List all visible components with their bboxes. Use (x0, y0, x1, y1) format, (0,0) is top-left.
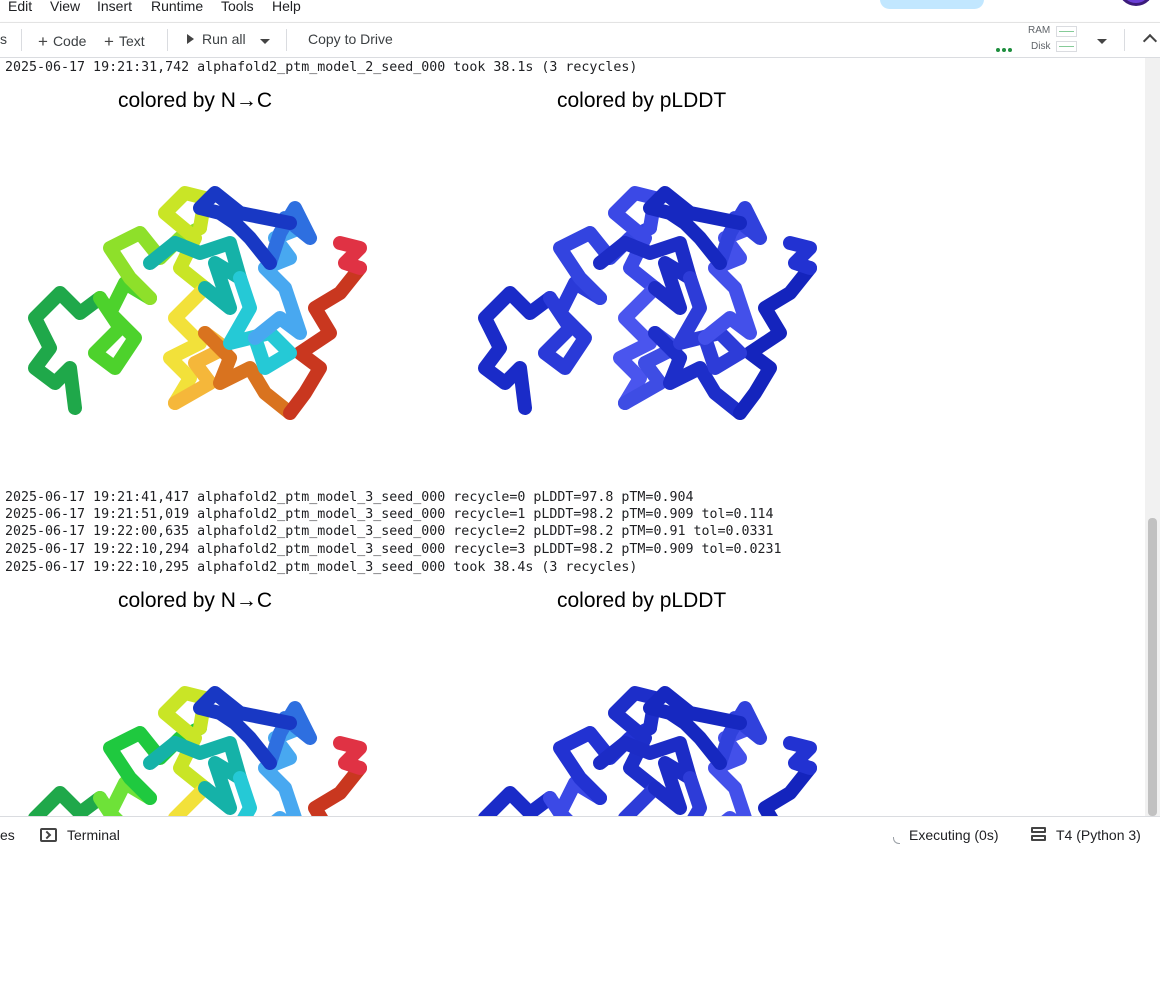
log-line: 2025-06-17 19:21:51,019 alphafold2_ptm_m… (5, 507, 774, 522)
chain-segment (643, 186, 747, 270)
status-partial-item[interactable]: es (0, 827, 15, 843)
add-text-label: Text (118, 33, 145, 49)
chain-segment (783, 736, 817, 775)
chevron-up-icon[interactable] (1142, 33, 1158, 49)
more-options-icon[interactable] (996, 39, 1014, 57)
server-icon (1031, 827, 1046, 843)
run-all-dropdown-icon[interactable] (260, 39, 270, 44)
ram-label: RAM (1028, 25, 1051, 36)
add-code-button[interactable]: + Code (38, 31, 86, 51)
chain-segment (88, 276, 157, 375)
protein-structure-n-to-c (28, 686, 367, 816)
disk-label: Disk (1031, 41, 1051, 52)
menu-help[interactable]: Help (272, 0, 301, 14)
protein-structure-n-to-c (28, 186, 367, 420)
scrollbar-thumb[interactable] (1148, 518, 1157, 816)
protein-structure-plddt (478, 686, 817, 816)
add-text-button[interactable]: + Text (104, 31, 145, 51)
chain-segment (613, 281, 662, 410)
chain-segment (478, 786, 557, 816)
terminal-button[interactable]: Terminal (67, 827, 120, 843)
avatar[interactable] (1118, 0, 1154, 6)
toolbar-divider (286, 29, 287, 51)
log-line: 2025-06-17 19:21:31,742 alphafold2_ptm_m… (5, 60, 638, 75)
chain-segment (478, 286, 557, 415)
log-line: 2025-06-17 19:22:10,294 alphafold2_ptm_m… (5, 542, 782, 557)
chain-segment (168, 781, 212, 816)
chain-segment (143, 736, 247, 815)
figure-title-n-to-c: colored by N→C (118, 589, 273, 612)
chain-segment (643, 686, 747, 770)
menu-tools[interactable]: Tools (221, 0, 254, 14)
chain-segment (333, 736, 367, 775)
chain-segment (733, 261, 817, 420)
chain-segment (93, 776, 157, 816)
chain-segment (618, 781, 662, 816)
menu-view[interactable]: View (50, 0, 81, 14)
ram-meter[interactable] (1056, 26, 1077, 37)
chain-segment (143, 236, 247, 315)
chain-segment (28, 286, 107, 415)
spinner-icon (893, 837, 900, 844)
log-line: 2025-06-17 19:22:10,295 alphafold2_ptm_m… (5, 560, 638, 575)
menu-insert[interactable]: Insert (97, 0, 133, 14)
execution-status[interactable]: Executing (0s) (909, 827, 999, 843)
chain-segment (758, 761, 817, 816)
menu-edit[interactable]: Edit (8, 0, 33, 14)
run-all-button[interactable]: Run all (187, 31, 246, 47)
toolbar-partial-item[interactable]: s (0, 31, 7, 47)
chain-segment (308, 761, 367, 816)
cell-output: 2025-06-17 19:21:31,742 alphafold2_ptm_m… (0, 58, 1145, 816)
chain-segment (543, 776, 607, 816)
runtime-type[interactable]: T4 (Python 3) (1056, 827, 1141, 843)
menu-bar: Edit View Insert Runtime Tools Help (0, 0, 1160, 22)
play-icon (187, 34, 194, 44)
chain-segment (333, 236, 367, 275)
chain-segment (163, 281, 212, 410)
menu-runtime[interactable]: Runtime (151, 0, 204, 14)
plus-icon: + (38, 32, 48, 51)
toolbar-divider (167, 29, 168, 51)
resources-dropdown-icon[interactable] (1097, 39, 1107, 44)
chain-segment (198, 326, 297, 420)
output-scrollbar[interactable] (1145, 58, 1160, 816)
chain-segment (593, 236, 697, 315)
share-button[interactable] (880, 0, 984, 9)
chain-segment (193, 686, 297, 770)
plus-icon: + (104, 32, 114, 51)
chain-segment (593, 736, 697, 815)
protein-structure-plddt (478, 186, 817, 420)
figure-title-n-to-c: colored by N→C (118, 89, 273, 112)
toolbar-divider (21, 29, 22, 51)
log-line: 2025-06-17 19:22:00,635 alphafold2_ptm_m… (5, 524, 774, 539)
chain-segment (683, 771, 707, 816)
figure-title-plddt: colored by pLDDT (557, 89, 727, 112)
toolbar-divider (1124, 29, 1125, 51)
disk-meter[interactable] (1056, 41, 1077, 52)
chain-segment (233, 771, 257, 816)
chain-segment (648, 326, 747, 420)
copy-to-drive-button[interactable]: Copy to Drive (308, 31, 393, 47)
chain-segment (538, 276, 607, 375)
toolbar: s + Code + Text Run all Copy to Drive RAM … (0, 22, 1160, 58)
terminal-icon[interactable] (40, 828, 57, 842)
add-code-label: Code (52, 33, 87, 49)
log-line: 2025-06-17 19:21:41,417 alphafold2_ptm_m… (5, 490, 694, 505)
chain-segment (283, 261, 367, 420)
status-bar: es Terminal Executing (0s) T4 (Python 3) (0, 816, 1160, 854)
run-all-label: Run all (202, 31, 246, 47)
chain-segment (28, 786, 107, 816)
figure-title-plddt: colored by pLDDT (557, 589, 727, 612)
chain-segment (783, 236, 817, 275)
chain-segment (193, 186, 297, 270)
